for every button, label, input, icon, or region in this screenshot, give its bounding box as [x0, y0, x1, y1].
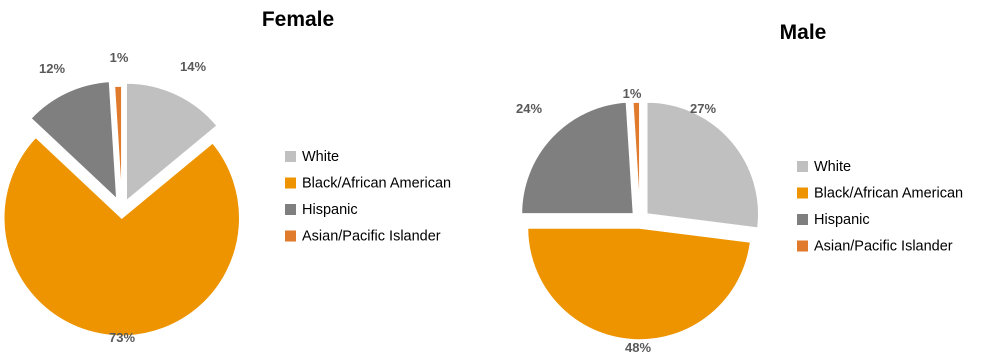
female-data-label: 12% [39, 61, 65, 76]
female-data-label: 1% [110, 50, 129, 65]
male-legend-swatch [797, 161, 808, 172]
female-slice-white [125, 82, 219, 203]
male-legend: White Black/African American Hispanic Asian… [797, 159, 963, 255]
female-legend-label: Hispanic [302, 202, 358, 218]
male-legend-swatch [797, 187, 808, 199]
male-pie: 27% 48% 24% 1% [516, 86, 760, 354]
male-slice-hispanic [520, 101, 635, 215]
female-data-label: 14% [180, 59, 206, 74]
female-chart-title: Female [262, 8, 334, 31]
male-slice-asian-pacific-islander [631, 101, 641, 215]
male-data-label: 27% [690, 101, 716, 116]
female-legend-swatch [285, 204, 296, 215]
male-legend-label: White [814, 159, 851, 175]
female-legend-swatch [285, 151, 296, 162]
male-chart-title: Male [780, 21, 827, 44]
male-legend-swatch [797, 214, 808, 225]
female-legend-swatch [285, 177, 296, 189]
male-legend-swatch [797, 240, 808, 252]
male-data-label: 48% [625, 340, 651, 354]
female-legend-label: White [302, 149, 339, 165]
female-slice-hispanic [29, 80, 118, 201]
female-data-label: 73% [109, 330, 135, 345]
male-data-label: 24% [516, 101, 542, 116]
female-legend-label: Asian/Pacific Islander [302, 229, 441, 245]
male-slice-white [646, 101, 760, 229]
male-legend-label: Black/African American [814, 186, 963, 202]
female-pie: 14% 73% 12% 1% [3, 50, 241, 345]
male-slice-black-african-american [526, 227, 752, 341]
female-legend-swatch [285, 230, 296, 242]
female-slice-asian-pacific-islander [113, 85, 123, 205]
female-slice-black-african-american [3, 136, 241, 337]
male-data-label: 1% [623, 86, 642, 101]
male-legend-label: Asian/Pacific Islander [814, 239, 953, 255]
female-legend: White Black/African American Hispanic Asian… [285, 149, 451, 245]
female-legend-label: Black/African American [302, 176, 451, 192]
male-legend-label: Hispanic [814, 212, 870, 228]
